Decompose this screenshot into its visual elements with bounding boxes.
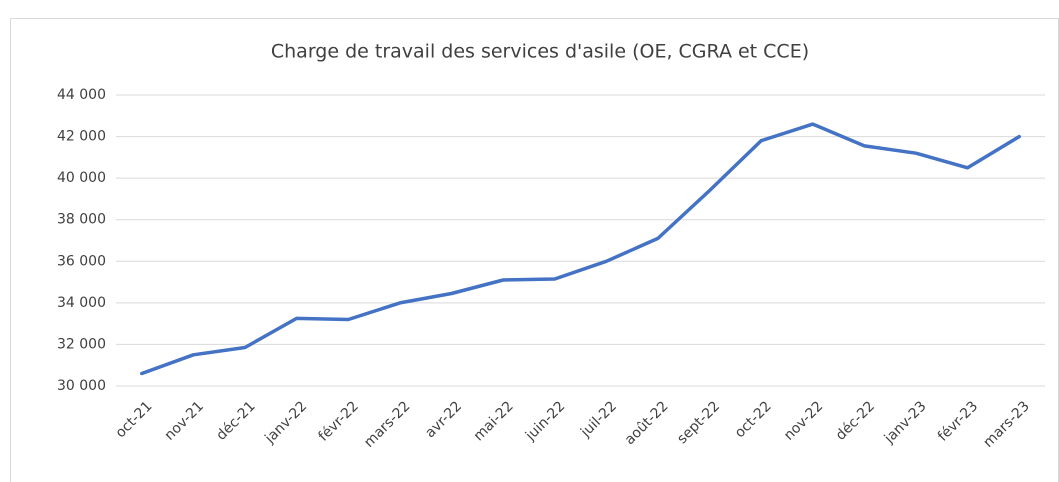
chart-border [10,18,1059,482]
x-tick-label: juin-22 [522,398,568,444]
x-tick-label: sept-22 [674,398,723,447]
y-tick-label: 36 000 [57,253,106,269]
x-tick-label: janv-22 [261,398,310,447]
x-tick-label: févr-22 [316,398,362,444]
x-tick-label: août-22 [622,398,672,448]
x-tick-label: nov-21 [162,398,207,443]
x-tick-label: nov-22 [781,398,826,443]
chart-title: Charge de travail des services d'asile (… [271,41,809,63]
y-tick-label: 40 000 [57,170,106,186]
x-tick-label: avr-22 [422,398,465,441]
x-tick-label: janv-23 [881,398,930,447]
x-tick-label: mars-22 [361,398,413,450]
x-tick-label: oct-21 [113,398,156,441]
y-tick-label: 38 000 [57,212,106,228]
x-tick-label: déc-21 [213,398,258,443]
x-tick-label: mai-22 [471,398,517,444]
x-tick-label: juil-22 [577,398,620,441]
x-tick-label: déc-22 [833,398,878,443]
y-tick-label: 34 000 [57,295,106,311]
x-tick-label: oct-22 [732,398,775,441]
y-tick-label: 44 000 [57,87,106,103]
x-tick-label: mars-23 [980,398,1032,450]
y-tick-label: 32 000 [57,336,106,352]
y-tick-label: 30 000 [57,378,106,394]
x-tick-label: févr-23 [935,398,981,444]
y-tick-label: 42 000 [57,129,106,145]
data-line [140,122,1021,376]
